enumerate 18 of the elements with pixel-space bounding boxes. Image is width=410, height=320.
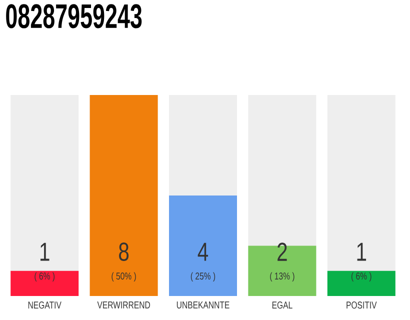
data-label: 1: [357, 242, 366, 261]
x-tick-label: EGAL: [272, 302, 292, 309]
bar: [10, 270, 79, 296]
x-tick-label: VERWIRREND: [97, 302, 150, 308]
data-label: 4: [198, 242, 208, 261]
annotation: ( 6% ): [34, 272, 55, 282]
annotation: ( 50% ): [112, 272, 136, 282]
x-tick-label: POSITIV: [346, 302, 377, 309]
data-label: 8: [119, 242, 129, 261]
annotation: ( 6% ): [351, 272, 372, 282]
annotation: ( 13% ): [270, 272, 294, 282]
data-label: 1: [40, 242, 50, 261]
x-tick-label: UNBEKANNTE: [176, 302, 230, 308]
annotation: ( 25% ): [190, 272, 216, 282]
chart-title: 08287959243: [6, 4, 142, 28]
data-label: 2: [278, 242, 287, 261]
bar: [327, 270, 396, 296]
x-tick-label: NEGATIV: [28, 302, 62, 309]
